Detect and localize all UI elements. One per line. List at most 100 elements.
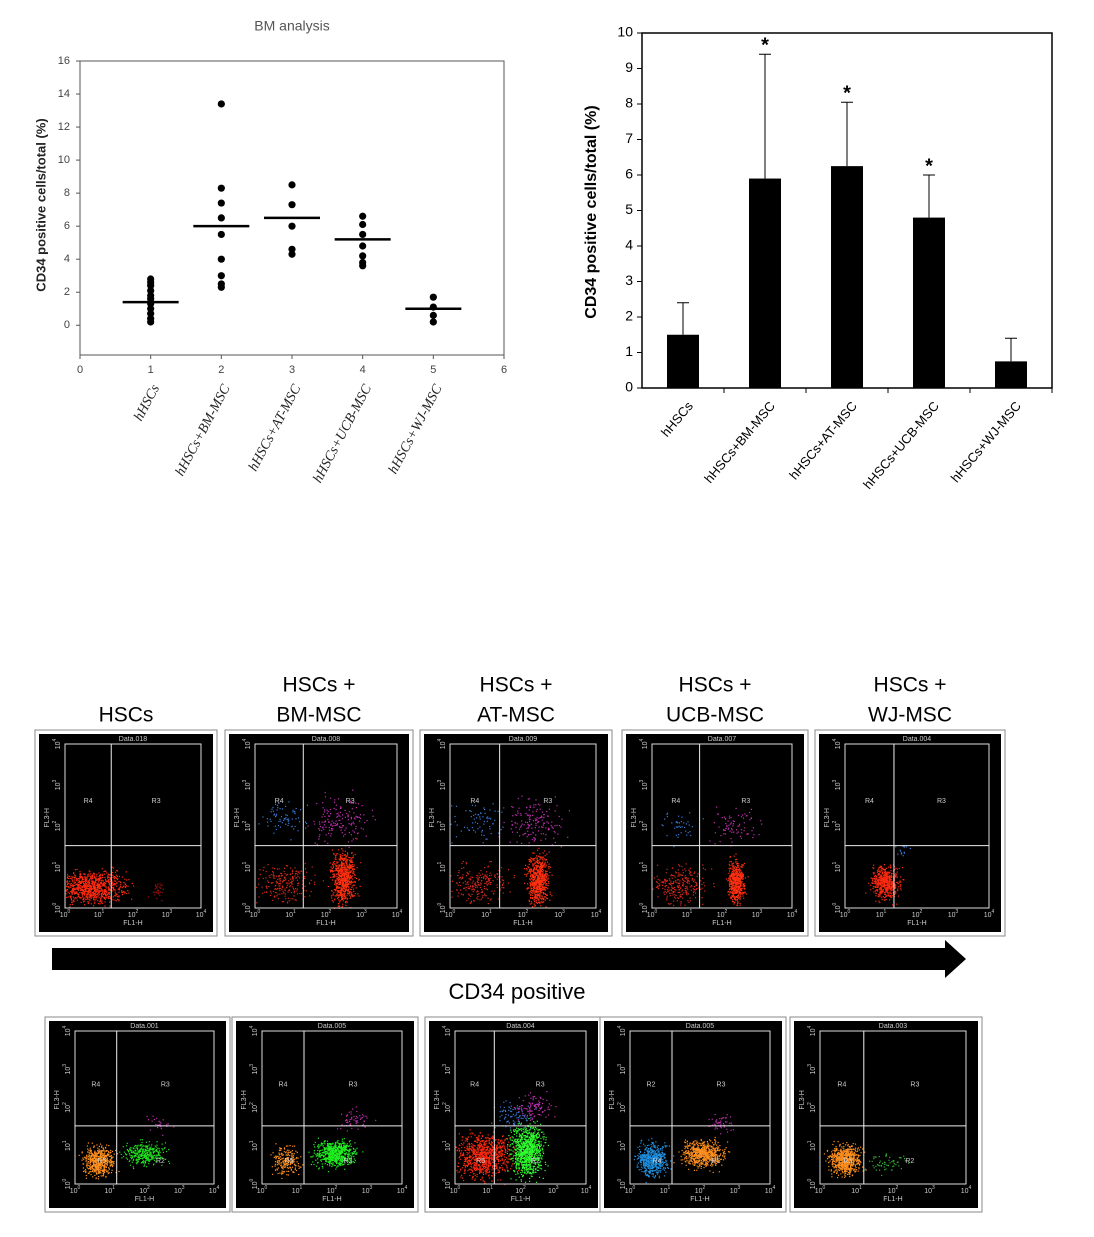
event-dot <box>108 881 110 883</box>
event-dot <box>351 861 353 863</box>
event-dot <box>344 854 346 856</box>
event-dot <box>116 885 118 887</box>
event-dot <box>541 819 543 821</box>
event-dot <box>341 874 343 876</box>
event-dot <box>271 808 273 810</box>
event-dot <box>736 876 738 878</box>
event-dot <box>100 897 102 899</box>
event-dot <box>471 893 473 895</box>
event-dot <box>350 859 352 861</box>
event-dot <box>530 901 532 903</box>
event-dot <box>729 880 731 883</box>
event-dot <box>273 814 275 816</box>
event-dot <box>94 1155 96 1157</box>
x-tick-label: 104 <box>984 909 995 919</box>
event-dot <box>327 810 329 812</box>
event-dot <box>330 813 332 815</box>
event-dot <box>694 871 696 873</box>
data-point <box>217 255 225 263</box>
event-dot <box>537 885 539 887</box>
event-dot <box>881 867 883 869</box>
event-dot <box>554 841 556 844</box>
event-dot <box>84 873 86 875</box>
event-dot <box>133 885 135 887</box>
event-dot <box>88 898 90 901</box>
event-dot <box>536 873 538 876</box>
event-dot <box>675 821 677 823</box>
event-dot <box>273 832 275 834</box>
event-dot <box>483 885 485 888</box>
event-dot <box>277 881 279 883</box>
event-dot <box>541 876 543 878</box>
event-dot <box>668 878 670 880</box>
event-dot <box>739 895 741 897</box>
event-dot <box>91 883 93 885</box>
event-dot <box>529 805 531 807</box>
event-dot <box>92 893 94 895</box>
event-dot <box>102 879 104 881</box>
event-dot <box>900 887 902 889</box>
event-dot <box>95 1158 97 1160</box>
event-dot <box>283 818 285 820</box>
event-dot <box>894 887 896 889</box>
event-dot <box>731 868 733 870</box>
event-dot <box>346 877 348 879</box>
event-dot <box>339 826 341 828</box>
event-dot <box>85 885 87 887</box>
event-dot <box>889 899 891 901</box>
event-dot <box>730 838 732 840</box>
event-dot <box>352 870 354 872</box>
event-dot <box>80 877 82 879</box>
event-dot <box>536 857 538 859</box>
event-dot <box>72 888 75 890</box>
event-dot <box>72 896 74 898</box>
event-dot <box>682 885 684 887</box>
event-dot <box>333 824 335 827</box>
event-dot <box>278 802 280 804</box>
panel-title: AT-MSC <box>477 704 555 727</box>
event-dot <box>868 882 870 884</box>
event-dot <box>350 834 352 836</box>
event-dot <box>525 812 527 814</box>
event-dot <box>458 892 460 894</box>
event-dot <box>108 874 110 876</box>
event-dot <box>540 862 542 864</box>
event-dot <box>652 888 654 890</box>
event-dot <box>731 889 733 891</box>
event-dot <box>729 856 731 858</box>
event-dot <box>276 875 278 877</box>
event-dot <box>701 887 703 889</box>
event-dot <box>529 903 531 905</box>
event-dot <box>899 885 901 887</box>
event-dot <box>889 894 891 896</box>
event-dot <box>323 811 326 813</box>
event-dot <box>483 877 485 879</box>
event-dot <box>531 874 533 876</box>
significance-mark: * <box>761 35 769 57</box>
event-dot <box>882 890 884 892</box>
event-dot <box>547 881 550 883</box>
event-dot <box>903 851 905 853</box>
event-dot <box>279 883 281 885</box>
event-dot <box>86 898 88 900</box>
event-dot <box>74 874 76 876</box>
event-dot <box>738 874 740 876</box>
event-dot <box>472 890 474 892</box>
event-dot <box>533 872 535 875</box>
event-dot <box>539 885 542 887</box>
event-dot <box>112 884 114 887</box>
event-dot <box>535 894 538 896</box>
event-dot <box>340 898 343 901</box>
event-dot <box>73 882 75 884</box>
event-dot <box>884 878 886 880</box>
event-dot <box>531 883 533 886</box>
event-dot <box>344 809 346 811</box>
event-dot <box>82 895 84 897</box>
event-dot <box>694 892 696 894</box>
event-dot <box>886 891 888 893</box>
event-dot <box>341 878 344 880</box>
event-dot <box>540 833 542 835</box>
data-point <box>147 300 155 308</box>
region-label: R4 <box>470 798 479 805</box>
event-dot <box>70 898 72 900</box>
